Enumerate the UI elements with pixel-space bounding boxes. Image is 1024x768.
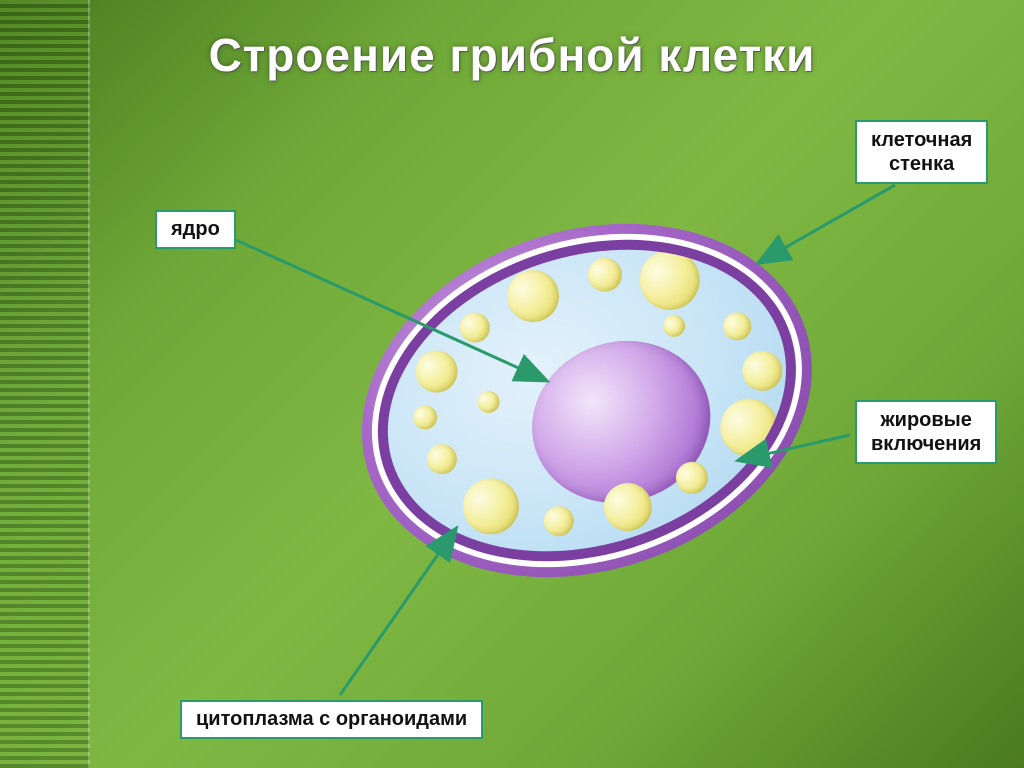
lipid-droplet [410,345,463,398]
label-cytoplasm-text: цитоплазма с органоидами [196,708,467,730]
lipid-droplet [456,309,494,347]
lipid-droplet [737,346,787,396]
label-cytoplasm-organoids: цитоплазма с органоидами [180,700,483,739]
lipid-droplet [423,440,461,478]
label-lipid-inclusions: жировыевключения [855,400,997,464]
cell-diagram [360,230,820,590]
lipid-droplet [540,502,578,540]
slide: Строение грибной клетки ядро клеточнаяст… [0,0,1024,768]
lipid-droplet [660,312,688,340]
label-lipid-inclusions-text: жировыевключения [871,409,981,455]
slide-title: Строение грибной клетки [0,28,1024,82]
decorative-left-strip [0,0,90,768]
lipid-droplet [456,471,527,542]
lipid-droplet [720,309,755,344]
label-cell-wall: клеточнаястенка [855,120,988,184]
label-cell-wall-text: клеточнаястенка [871,129,972,175]
label-nucleus-text: ядро [171,218,220,240]
cell-rotated-group [316,168,865,653]
label-nucleus: ядро [155,210,236,249]
lipid-droplet [584,253,627,296]
lipid-droplet [475,388,503,416]
lipid-droplet [410,402,440,432]
